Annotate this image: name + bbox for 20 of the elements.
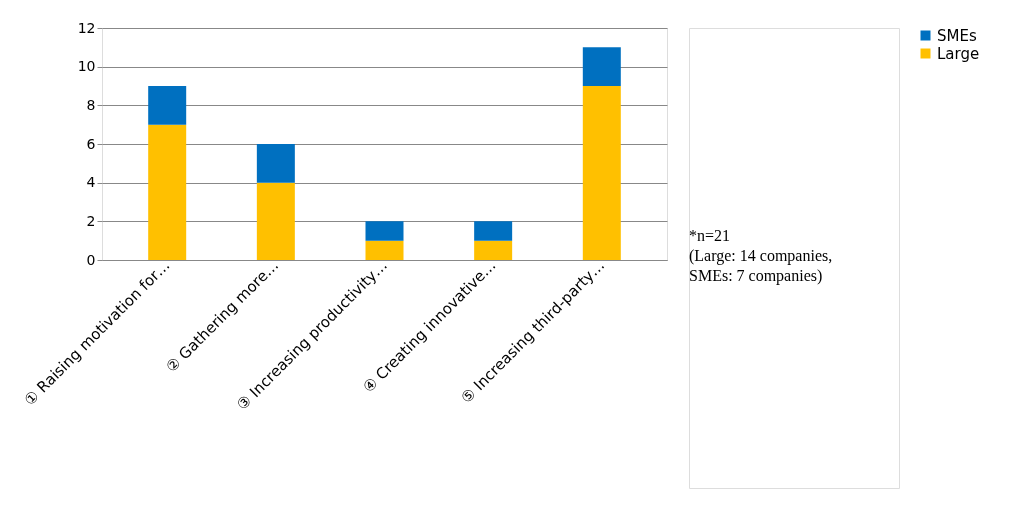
bar <box>582 86 621 260</box>
bar <box>582 47 621 86</box>
bar <box>474 240 513 260</box>
text: *n=21 (Large: 14 companies, SMEs: 7 companies) <box>689 227 833 285</box>
y-tick-label: 6 <box>86 135 96 152</box>
bar <box>148 86 187 125</box>
bar <box>256 182 295 260</box>
y-tick-label: 2 <box>86 212 96 229</box>
bar <box>365 240 404 260</box>
bar <box>256 144 295 183</box>
bar <box>365 221 404 241</box>
legend-label: Large <box>937 44 980 63</box>
y-tick-label: 4 <box>86 174 96 191</box>
y-tick-label: 12 <box>77 19 96 36</box>
legend-label: SMEs <box>937 26 977 45</box>
bar <box>474 221 513 241</box>
bar <box>148 124 187 260</box>
y-tick-label: 10 <box>77 58 96 75</box>
y-tick-label: 8 <box>86 96 96 113</box>
y-tick-label: 0 <box>86 251 96 268</box>
